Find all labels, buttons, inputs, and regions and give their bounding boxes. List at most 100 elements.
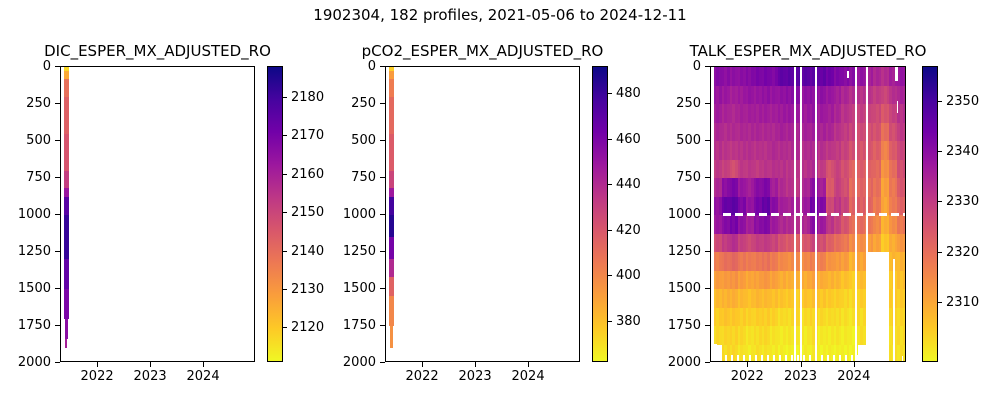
heatmap-cell [756, 344, 760, 361]
x-tick-label: 2023 [458, 369, 492, 384]
heatmap-cell [745, 307, 749, 327]
colorbar-tick-label: 2120 [291, 320, 325, 336]
y-tick-mark [380, 325, 385, 326]
missing-data-rect [713, 343, 718, 361]
heatmap-cell [886, 159, 890, 179]
heatmap-cell [732, 233, 736, 253]
heatmap-cell [726, 289, 731, 308]
heatmap-cell [774, 307, 778, 327]
heatmap-cell [849, 215, 853, 234]
heatmap-cell [870, 215, 874, 234]
heatmap-cell [881, 85, 885, 105]
heatmap-cell [804, 67, 808, 86]
heatmap-cell [878, 178, 882, 197]
heatmap-cell [873, 159, 877, 179]
heatmap-cell [841, 67, 845, 86]
heatmap-cell [836, 159, 840, 179]
heatmap-cell [742, 233, 746, 253]
heatmap-cell [889, 159, 893, 179]
heatmap-cell [777, 307, 781, 327]
heatmap-cell [900, 270, 904, 290]
heatmap-cell [758, 215, 762, 234]
heatmap-cell [868, 85, 872, 105]
heatmap-cell [806, 270, 810, 290]
heatmap-cell [873, 233, 877, 253]
y-tick-mark [705, 140, 710, 141]
heatmap-cell [820, 307, 824, 327]
heatmap-cell [801, 233, 805, 253]
y-tick-label: 1000 [17, 207, 51, 222]
colorbar-tick-mark [283, 327, 287, 329]
heatmap-cell [785, 141, 789, 160]
heatmap-cell [878, 196, 882, 216]
heatmap-cell [761, 178, 765, 197]
heatmap-cell [753, 326, 757, 345]
heatmap-cell [737, 344, 741, 361]
heatmap-cell [766, 307, 770, 327]
heatmap-cell [836, 141, 840, 160]
heatmap-cell [836, 270, 840, 290]
heatmap-cell [718, 307, 723, 327]
heatmap-cell [769, 344, 773, 361]
heatmap-cell [758, 141, 762, 160]
heatmap-cell [716, 215, 720, 234]
heatmap-cell [820, 85, 824, 105]
heatmap-cell [836, 215, 840, 234]
x-tick-mark [528, 362, 530, 367]
heatmap-cell [889, 326, 893, 345]
heatmap-cell [889, 252, 893, 271]
profile-stripe-segment [388, 96, 394, 134]
heatmap-cell [734, 233, 739, 253]
heatmap-cell [857, 233, 861, 253]
x-tick-label: 2022 [80, 369, 114, 384]
heatmap-cell [878, 122, 882, 142]
profile-stripe-segment [388, 133, 394, 171]
heatmap-cell [766, 270, 770, 290]
heatmap-cell [900, 252, 904, 271]
heatmap-cell [774, 104, 778, 123]
heatmap-cell [782, 270, 786, 290]
heatmap-cell [713, 233, 717, 253]
heatmap-cell [897, 122, 901, 142]
heatmap-cell [764, 85, 768, 105]
heatmap-cell [769, 252, 773, 271]
heatmap-cell [900, 159, 904, 179]
heatmap-cell [734, 159, 739, 179]
heatmap-cell [724, 122, 728, 142]
heatmap-cell [894, 196, 898, 216]
heatmap-cell [822, 104, 826, 123]
heatmap-cell [838, 141, 842, 160]
colorbar-tick-mark [938, 301, 942, 303]
heatmap-cell [884, 178, 888, 197]
heatmap-cell [777, 252, 781, 271]
heatmap-cell [713, 196, 717, 216]
heatmap-cell [766, 104, 770, 123]
heatmap-cell [828, 104, 832, 123]
heatmap-cell [782, 159, 786, 179]
heatmap-cell [713, 307, 717, 327]
heatmap-cell [761, 233, 765, 253]
heatmap-cell [873, 196, 877, 216]
heatmap-cell [774, 67, 778, 86]
heatmap-cell [830, 122, 834, 142]
heatmap-cell [761, 344, 765, 361]
heatmap-cell [902, 289, 905, 308]
heatmap-cell [772, 67, 776, 86]
heatmap-cell [870, 178, 874, 197]
heatmap-cell [862, 178, 866, 197]
heatmap-cell [772, 85, 776, 105]
heatmap-cell [844, 307, 848, 327]
heatmap-cell [780, 233, 784, 253]
y-tick-label: 500 [26, 133, 51, 148]
heatmap-cell [742, 122, 746, 142]
y-tick-mark [380, 66, 385, 67]
heatmap-cell [788, 326, 792, 345]
profile-stripe-segment [388, 197, 394, 215]
heatmap-cell [900, 104, 904, 123]
heatmap-cell [820, 326, 824, 345]
heatmap-cell [844, 289, 848, 308]
heatmap-cell [718, 85, 723, 105]
heatmap-cell [766, 233, 770, 253]
colorbar-tick-mark [608, 275, 612, 277]
heatmap-cell [740, 307, 744, 327]
